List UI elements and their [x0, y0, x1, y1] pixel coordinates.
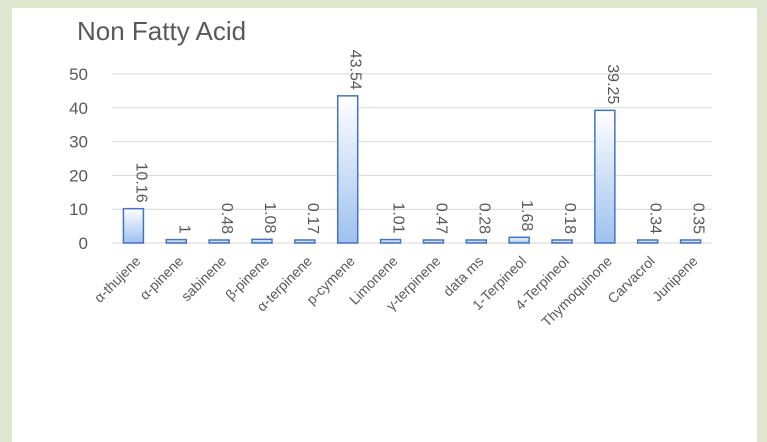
data-label: 1 [175, 225, 192, 234]
data-label: 0.28 [475, 203, 492, 234]
x-tick-label: α-thujene [91, 253, 144, 306]
data-label: 1.08 [261, 202, 278, 233]
x-axis-ticks: α-thujeneα-pinenesabineneβ-pineneα-terpi… [91, 253, 701, 330]
bar [379, 238, 402, 244]
bar [508, 236, 530, 244]
data-label: 1.01 [390, 202, 407, 233]
data-label: 0.47 [432, 203, 449, 234]
data-label: 39.25 [604, 64, 621, 104]
y-axis-ticks: 0 10 20 30 40 50 [69, 65, 88, 253]
x-tick-label: sabinene [178, 253, 230, 305]
bar [679, 239, 702, 244]
chart-title: Non Fatty Acid [77, 16, 247, 46]
y-tick-label: 50 [69, 65, 88, 84]
y-tick-label: 40 [69, 99, 88, 118]
data-label: 0.48 [218, 203, 235, 234]
y-tick-label: 0 [79, 234, 88, 253]
data-label: 43.54 [347, 50, 364, 90]
data-label: 0.18 [561, 203, 578, 234]
x-tick-label: Junipene [649, 253, 701, 305]
bar [551, 239, 573, 244]
y-tick-label: 20 [69, 166, 88, 185]
bar [294, 239, 316, 244]
bar [465, 239, 488, 244]
bar [165, 238, 188, 244]
x-tick-label: Carvacrol [604, 253, 658, 307]
data-label: 0.34 [647, 203, 664, 234]
bar [594, 109, 616, 244]
data-label: 0.35 [690, 203, 707, 234]
y-tick-label: 30 [69, 133, 88, 152]
gridlines [112, 73, 712, 244]
bar [336, 95, 359, 244]
bar [251, 238, 273, 244]
bar [208, 239, 230, 244]
bar [122, 207, 145, 244]
bars [122, 95, 702, 244]
data-label: 0.17 [304, 203, 321, 234]
bar [636, 239, 659, 244]
bar [422, 239, 445, 244]
data-labels: 10.16 1 0.48 1.08 0.17 43.54 1.01 0.47 0.28 1.68 0… [132, 50, 706, 234]
y-tick-label: 10 [69, 200, 88, 219]
data-label: 1.68 [518, 200, 535, 231]
data-label: 10.16 [132, 163, 149, 203]
